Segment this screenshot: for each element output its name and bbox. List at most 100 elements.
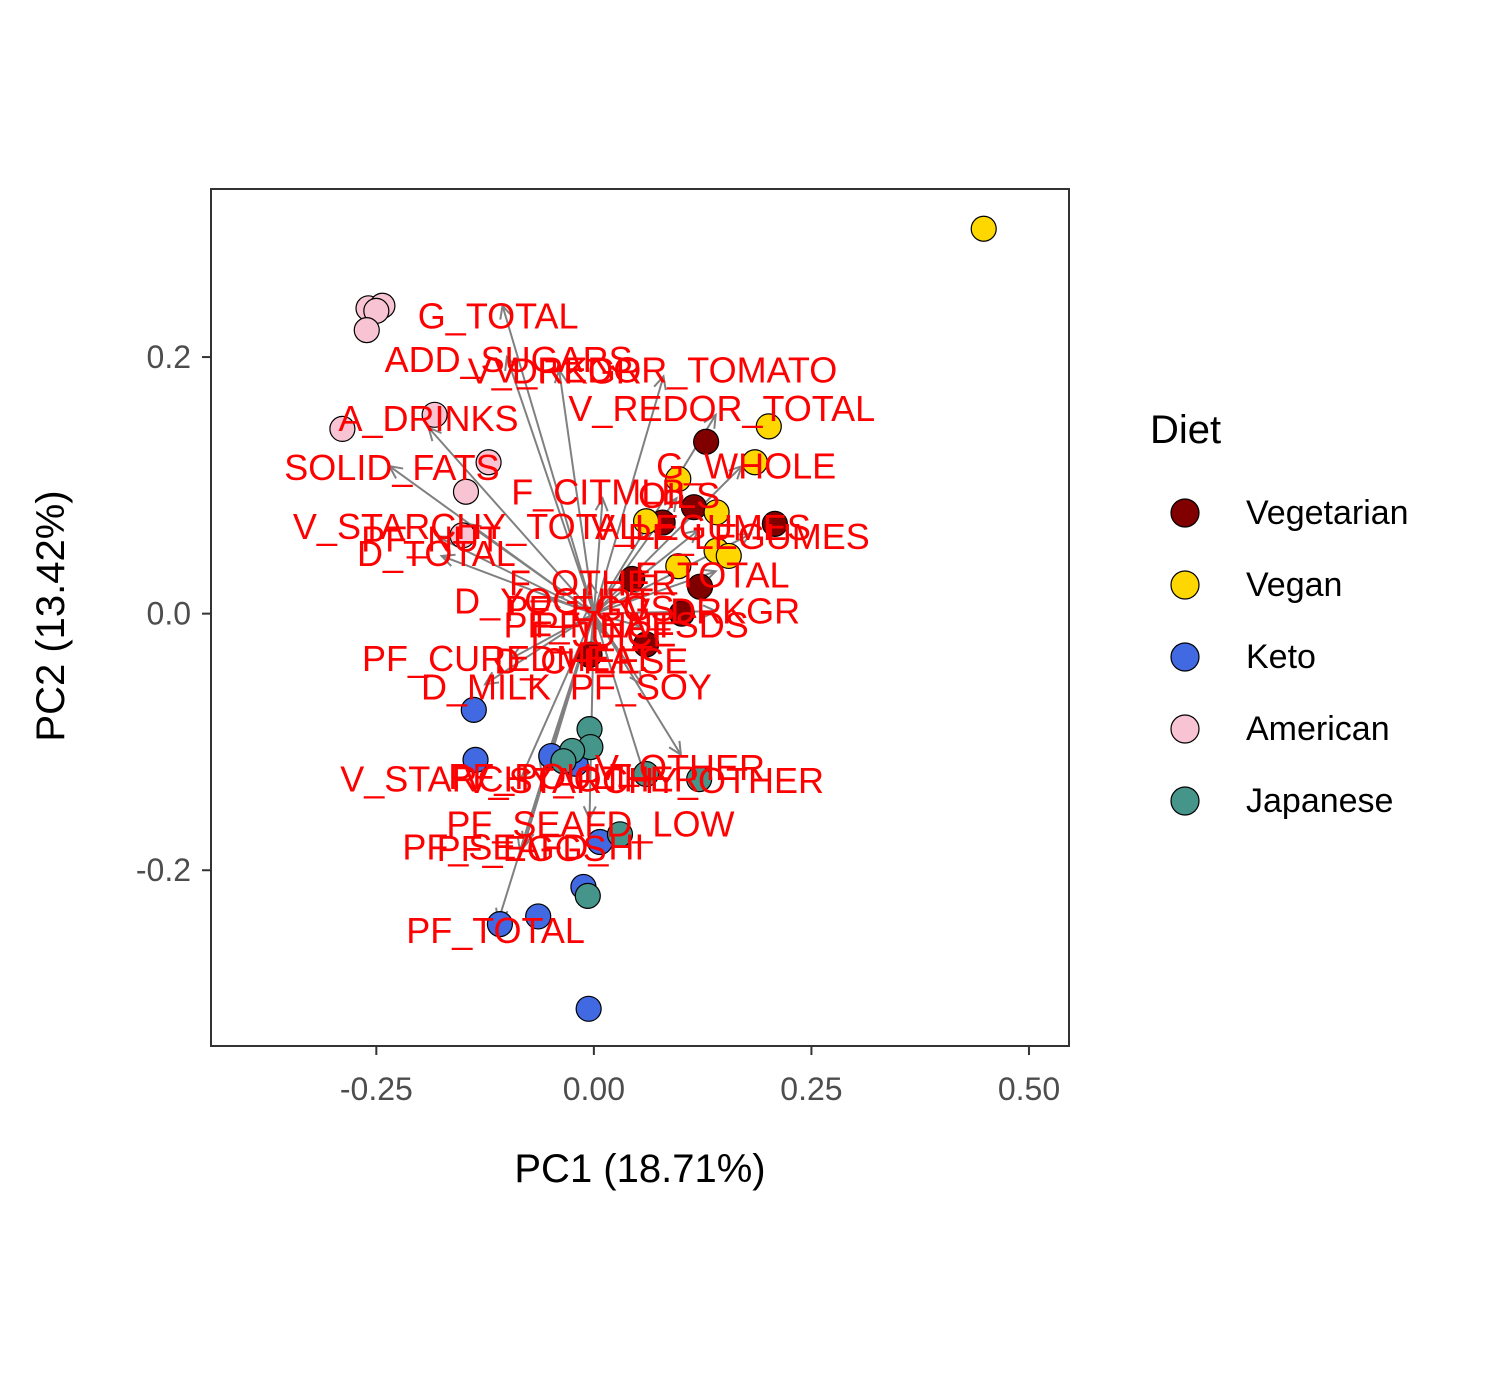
point-vegan bbox=[632, 508, 660, 535]
y-tick-label: -0.2 bbox=[136, 852, 191, 888]
loading-arrow bbox=[501, 305, 595, 614]
loading-arrowhead bbox=[653, 374, 667, 391]
loading-label: A_DRINKS bbox=[339, 398, 519, 439]
x-axis-title: PC1 (18.71%) bbox=[514, 1147, 765, 1191]
loading-label: F_JUICE bbox=[530, 614, 676, 655]
point-keto bbox=[486, 911, 514, 938]
legend-label-japanese: Japanese bbox=[1246, 782, 1393, 820]
loading-label: PF_NUTSDS bbox=[535, 605, 749, 646]
loading-arrowhead bbox=[594, 495, 609, 512]
loading-arrow bbox=[592, 376, 665, 614]
x-tick-label: -0.25 bbox=[340, 1071, 413, 1107]
x-axis: -0.25 0.00 0.25 0.50 bbox=[340, 1046, 1060, 1107]
loading-label: PF_SOY bbox=[570, 666, 712, 707]
point-american bbox=[421, 401, 448, 428]
point-vegan bbox=[703, 499, 730, 526]
legend-key-keto bbox=[1170, 642, 1200, 672]
point-keto bbox=[460, 696, 487, 723]
loading-arrow bbox=[519, 613, 595, 781]
loading-arrow bbox=[593, 610, 716, 615]
y-axis: 0.2 0.0 -0.2 bbox=[136, 339, 211, 888]
plot-panel-border bbox=[210, 188, 1070, 1047]
y-tick-label: 0.2 bbox=[147, 339, 191, 375]
loading-label: PF_NUT bbox=[361, 519, 501, 560]
loading-arrow bbox=[467, 523, 595, 615]
loading-arrow bbox=[558, 369, 595, 614]
sample-points bbox=[329, 215, 997, 1022]
legend-key-vegetarian bbox=[1170, 498, 1200, 528]
loading-arrowhead bbox=[427, 425, 442, 442]
loading-label: F_CITMLB bbox=[511, 471, 685, 512]
legend-key-american bbox=[1170, 714, 1200, 744]
point-american bbox=[449, 522, 476, 549]
loading-arrow bbox=[593, 529, 699, 615]
point-japanese bbox=[606, 821, 634, 848]
legend: Diet Vegetarian Vegan Keto American Japanese bbox=[1150, 408, 1409, 820]
loading-label: G_WHOLE bbox=[656, 446, 836, 487]
loading-label: OILS bbox=[638, 475, 720, 516]
loading-arrow bbox=[592, 498, 604, 614]
loading-label: F_OTHER bbox=[509, 562, 677, 603]
loading-label: G_TOTAL bbox=[418, 296, 579, 337]
loading-labels: G_TOTALADD_SUGARSV_DRKGRV_REDOR_TOMATOV_… bbox=[284, 296, 875, 952]
loading-label: PF_MEAT bbox=[503, 605, 666, 646]
loading-label: D_TOTAL bbox=[357, 533, 516, 574]
point-keto bbox=[462, 746, 489, 774]
loading-arrowhead bbox=[483, 671, 500, 686]
loading-arrow bbox=[427, 426, 595, 615]
point-vegetarian bbox=[693, 428, 720, 455]
loading-label: PF_CUREDMEAT bbox=[362, 638, 653, 679]
loading-label: V_LEGUMES bbox=[591, 507, 811, 548]
point-vegan bbox=[970, 215, 997, 242]
point-american bbox=[353, 317, 380, 344]
loading-arrowhead bbox=[728, 464, 744, 480]
loading-arrow bbox=[436, 535, 595, 615]
loading-arrowhead bbox=[591, 618, 604, 635]
loading-arrow bbox=[484, 612, 595, 686]
loading-arrowhead bbox=[387, 464, 404, 479]
loading-arrowhead bbox=[702, 604, 719, 619]
point-vegetarian bbox=[576, 641, 603, 668]
point-vegan bbox=[715, 542, 742, 570]
loading-arrow bbox=[510, 612, 595, 660]
loading-arrowhead bbox=[518, 766, 532, 783]
legend-label-vegetarian: Vegetarian bbox=[1246, 494, 1409, 532]
loading-arrowhead bbox=[668, 740, 683, 757]
point-vegan bbox=[755, 413, 782, 440]
point-vegan bbox=[665, 553, 692, 580]
loading-arrowhead bbox=[582, 805, 597, 822]
loading-label: V_DRKGR bbox=[468, 351, 642, 392]
point-vegetarian bbox=[632, 631, 660, 658]
loading-label: D_MILK bbox=[421, 666, 551, 707]
loading-label: V_OTHER bbox=[595, 747, 765, 788]
loading-label: D_YOGURT bbox=[454, 580, 653, 621]
point-vegan bbox=[665, 465, 692, 493]
loading-arrows bbox=[387, 303, 753, 924]
loading-arrowhead bbox=[504, 354, 518, 372]
loading-label: PF_SEAFD_LOW bbox=[446, 804, 734, 845]
x-tick-label: 0.50 bbox=[998, 1071, 1060, 1107]
loading-label: ADD_SUGARS bbox=[385, 339, 633, 380]
loading-label: V_STARCHY_OTHER bbox=[340, 759, 699, 800]
loading-label: V_STARCHY_OTHER bbox=[465, 760, 824, 801]
point-vegetarian bbox=[761, 510, 788, 537]
loading-arrow bbox=[505, 356, 595, 614]
loading-arrowhead bbox=[439, 553, 456, 567]
y-axis-title: PC2 (13.42%) bbox=[29, 490, 73, 741]
point-american bbox=[329, 415, 356, 443]
legend-key-vegan bbox=[1170, 570, 1200, 600]
point-japanese bbox=[686, 766, 713, 793]
loading-arrow bbox=[588, 581, 595, 614]
legend-title: Diet bbox=[1150, 408, 1221, 452]
point-american bbox=[452, 478, 480, 505]
loading-label: V_STARCHY_TOTAL bbox=[293, 506, 639, 547]
loading-arrowhead bbox=[627, 616, 644, 631]
point-keto bbox=[525, 903, 552, 930]
loading-arrowhead bbox=[584, 579, 599, 596]
loading-label: PF_TOTAL bbox=[406, 910, 585, 951]
loading-label: PF_EGGS bbox=[504, 588, 674, 629]
y-tick-label: 0.0 bbox=[147, 596, 191, 632]
loading-arrowhead bbox=[499, 303, 513, 320]
loading-arrowhead bbox=[521, 830, 535, 847]
